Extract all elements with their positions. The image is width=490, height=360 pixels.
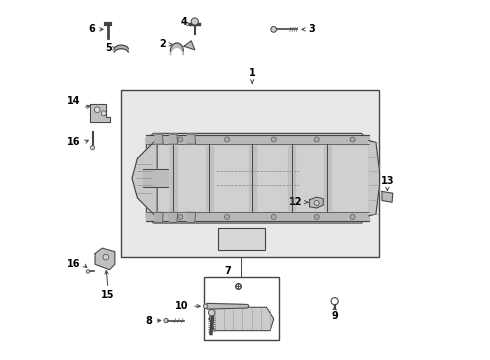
Text: 13: 13 <box>381 176 394 186</box>
Circle shape <box>224 137 230 142</box>
Text: 7: 7 <box>224 266 231 276</box>
Text: 8: 8 <box>145 316 152 325</box>
Circle shape <box>95 107 100 113</box>
Text: 4: 4 <box>180 17 187 27</box>
Polygon shape <box>147 135 368 144</box>
Circle shape <box>350 215 355 220</box>
Polygon shape <box>187 134 196 144</box>
Text: 10: 10 <box>175 301 189 311</box>
Text: 1: 1 <box>249 68 256 78</box>
Text: 3: 3 <box>309 24 316 35</box>
Text: 12: 12 <box>289 197 302 207</box>
Bar <box>218 228 265 250</box>
Polygon shape <box>368 140 379 216</box>
Bar <box>122 90 379 257</box>
Polygon shape <box>209 307 274 330</box>
Polygon shape <box>248 146 256 211</box>
Polygon shape <box>155 212 163 222</box>
Circle shape <box>91 145 95 150</box>
Polygon shape <box>147 134 368 223</box>
Polygon shape <box>382 192 393 202</box>
Polygon shape <box>155 134 163 144</box>
Polygon shape <box>184 41 195 50</box>
Text: 2: 2 <box>159 40 166 49</box>
Text: 16: 16 <box>67 259 81 269</box>
Polygon shape <box>205 146 213 211</box>
Polygon shape <box>170 146 177 211</box>
Circle shape <box>271 27 276 32</box>
Polygon shape <box>143 169 168 187</box>
Text: 11: 11 <box>223 321 237 331</box>
Polygon shape <box>288 146 295 211</box>
Circle shape <box>314 201 319 206</box>
Polygon shape <box>114 45 128 52</box>
Circle shape <box>208 310 215 316</box>
Polygon shape <box>147 212 368 221</box>
Polygon shape <box>132 139 157 218</box>
Circle shape <box>271 137 276 142</box>
Text: 16: 16 <box>67 138 81 147</box>
Circle shape <box>86 270 90 273</box>
Polygon shape <box>169 134 177 144</box>
Polygon shape <box>205 303 248 309</box>
Circle shape <box>314 137 319 142</box>
Polygon shape <box>324 146 331 211</box>
Circle shape <box>178 137 183 142</box>
Circle shape <box>178 215 183 220</box>
Circle shape <box>164 319 168 323</box>
Text: 14: 14 <box>67 96 81 107</box>
Polygon shape <box>187 212 196 222</box>
Circle shape <box>331 298 338 305</box>
Polygon shape <box>171 43 183 55</box>
Circle shape <box>103 254 109 260</box>
Polygon shape <box>95 248 115 270</box>
Circle shape <box>203 304 208 309</box>
Text: 6: 6 <box>88 24 95 35</box>
Circle shape <box>271 215 276 220</box>
Circle shape <box>224 215 230 220</box>
Circle shape <box>314 215 319 220</box>
Text: 5: 5 <box>105 44 112 53</box>
Bar <box>204 277 279 339</box>
Circle shape <box>350 137 355 142</box>
Circle shape <box>101 111 106 116</box>
Text: 15: 15 <box>101 291 115 301</box>
Polygon shape <box>169 212 177 222</box>
Circle shape <box>191 18 198 25</box>
Polygon shape <box>310 197 323 208</box>
Polygon shape <box>90 104 110 122</box>
Text: 9: 9 <box>331 311 338 321</box>
